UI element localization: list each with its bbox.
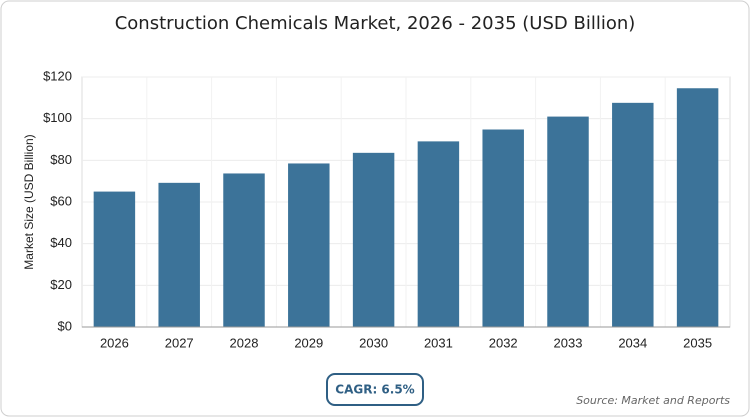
x-tick-label: 2034 [618,335,647,350]
bar [547,116,589,327]
x-tick-label: 2032 [489,335,518,350]
chart-title: Construction Chemicals Market, 2026 - 20… [115,13,636,34]
x-tick-label: 2031 [424,335,453,350]
bar [93,191,136,327]
bar [352,152,395,327]
bar [482,129,524,327]
y-tick-label: $80 [50,152,72,167]
x-tick-label: 2033 [554,335,583,350]
y-tick-label: $40 [50,235,72,250]
source: Source: Market and Reports [576,394,730,407]
bar [612,102,654,327]
x-tick-label: 2029 [294,335,323,350]
y-tick-label: $60 [50,193,72,208]
x-tick-label: 2028 [230,335,259,350]
bar [158,182,200,327]
bar [676,88,719,327]
y-tick-label: $120 [43,68,72,83]
x-tick-label: 2027 [165,335,194,350]
bar [417,141,460,327]
bar [288,163,330,327]
y-axis-label: Market Size (USD Billion) [22,134,36,269]
cagr-annotation: CAGR: 6.5% [335,383,414,397]
y-tick-label: $100 [43,110,72,125]
cagr-box [326,373,424,406]
x-tick-label: 2026 [100,335,129,350]
y-tick-label: $20 [50,277,72,292]
x-tick-label: 2035 [683,335,712,350]
y-tick-label: $0 [58,318,72,333]
bar [223,173,265,327]
x-tick-label: 2030 [359,335,388,350]
